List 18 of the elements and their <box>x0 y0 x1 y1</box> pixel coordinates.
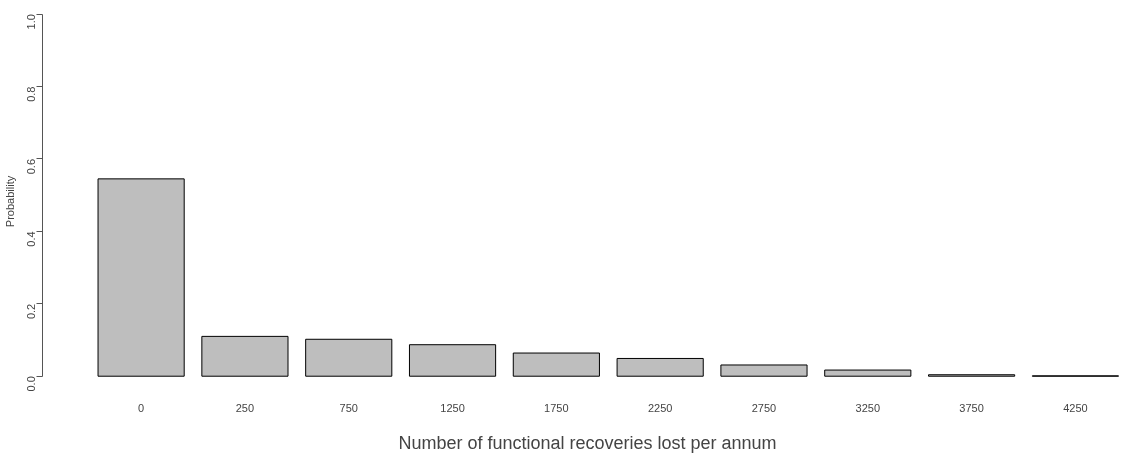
x-tick-label: 0 <box>138 401 145 414</box>
y-tick-label: 0.2 <box>25 303 38 320</box>
x-tick-label: 2250 <box>647 401 673 414</box>
x-tick-label: 4250 <box>1063 401 1088 414</box>
y-tick-label: 0.8 <box>25 86 38 102</box>
y-tick-label: 0.4 <box>25 231 38 247</box>
x-axis-title: Number of functional recoveries lost per annum <box>398 432 777 453</box>
x-tick-label: 1250 <box>440 401 465 414</box>
y-axis-title: Probability <box>3 175 16 228</box>
y-tick-label: 1.0 <box>25 14 38 30</box>
x-tick-label: 3750 <box>959 401 984 414</box>
x-tick-label: 750 <box>339 401 358 414</box>
x-tick-label: 250 <box>235 401 255 414</box>
y-tick-label: 0.6 <box>25 158 38 175</box>
x-tick-label: 1750 <box>544 401 569 414</box>
x-tick-label: 3250 <box>855 401 881 414</box>
x-tick-label: 2750 <box>751 401 777 414</box>
y-tick-label: 0.0 <box>25 376 38 392</box>
